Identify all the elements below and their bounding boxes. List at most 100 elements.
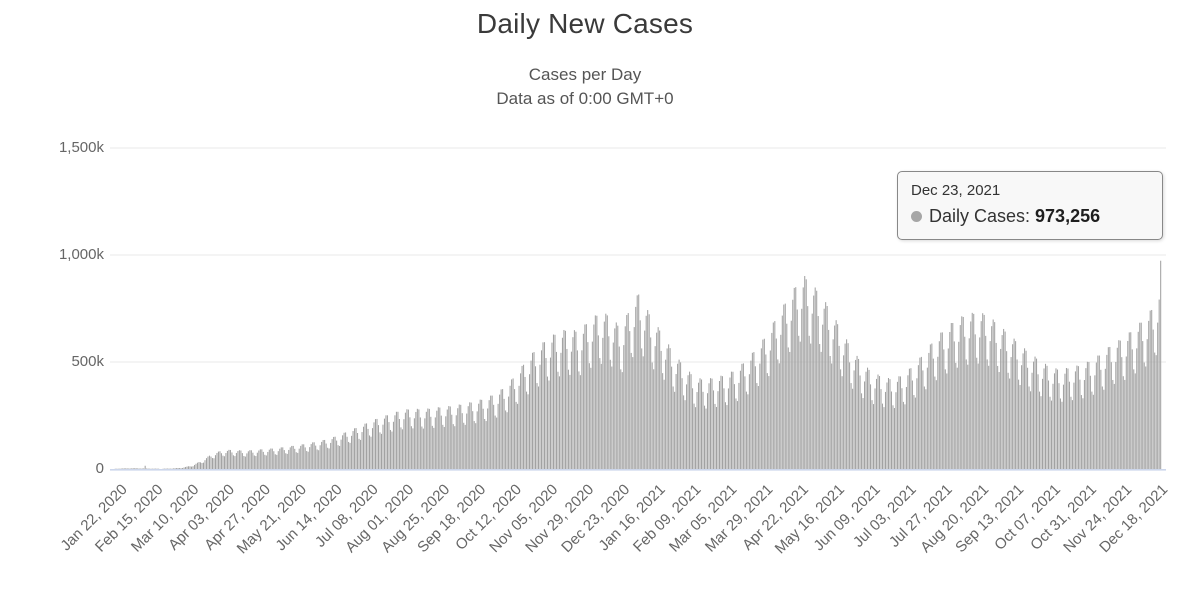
bar[interactable] [267, 451, 269, 469]
bar[interactable] [188, 466, 190, 469]
bar[interactable] [660, 350, 662, 469]
bar[interactable] [173, 468, 175, 469]
bar[interactable] [514, 389, 516, 469]
bar[interactable] [979, 337, 981, 469]
bar[interactable] [373, 422, 375, 469]
bar[interactable] [174, 468, 176, 469]
bar[interactable] [419, 417, 421, 469]
bar[interactable] [292, 445, 294, 469]
bar[interactable] [907, 375, 909, 469]
bar[interactable] [479, 399, 481, 469]
bar[interactable] [618, 346, 620, 469]
bar[interactable] [131, 468, 133, 469]
bar[interactable] [146, 468, 148, 469]
bar[interactable] [226, 450, 228, 469]
bar[interactable] [723, 388, 725, 469]
bar[interactable] [382, 424, 384, 469]
bar[interactable] [889, 379, 891, 469]
bar[interactable] [677, 363, 679, 469]
bar[interactable] [732, 371, 734, 469]
bar[interactable] [852, 388, 854, 469]
bar[interactable] [216, 452, 218, 469]
bar[interactable] [1074, 371, 1076, 469]
bar[interactable] [992, 319, 994, 469]
bar[interactable] [849, 362, 851, 469]
bar[interactable] [736, 401, 738, 469]
bar[interactable] [1143, 362, 1145, 469]
bar[interactable] [711, 378, 713, 469]
bar[interactable] [1127, 340, 1129, 469]
bar[interactable] [657, 327, 659, 469]
bar[interactable] [1019, 385, 1021, 469]
bar[interactable] [1027, 367, 1029, 469]
bar[interactable] [823, 308, 825, 469]
bar[interactable] [327, 447, 329, 469]
bar[interactable] [352, 431, 354, 469]
bar[interactable] [484, 419, 486, 469]
bar[interactable] [1103, 389, 1105, 469]
bar[interactable] [183, 467, 185, 469]
bar[interactable] [858, 358, 860, 469]
bar[interactable] [774, 321, 776, 469]
bar[interactable] [624, 326, 626, 469]
bar[interactable] [684, 400, 686, 469]
bar[interactable] [769, 350, 771, 469]
bar[interactable] [128, 468, 130, 469]
bar[interactable] [826, 306, 828, 469]
bar[interactable] [223, 456, 225, 469]
bar[interactable] [213, 458, 215, 469]
bar[interactable] [742, 363, 744, 469]
bar[interactable] [893, 408, 895, 469]
bar[interactable] [822, 324, 824, 469]
bar[interactable] [672, 386, 674, 469]
bar[interactable] [549, 357, 552, 469]
bar[interactable] [611, 366, 613, 469]
bar[interactable] [741, 363, 743, 469]
bar[interactable] [805, 279, 807, 469]
bar[interactable] [683, 395, 685, 469]
bar[interactable] [756, 383, 758, 469]
bar[interactable] [436, 410, 438, 469]
bar[interactable] [552, 334, 554, 469]
bar[interactable] [977, 363, 979, 469]
bar[interactable] [784, 303, 786, 469]
bar[interactable] [243, 455, 245, 469]
bar[interactable] [1028, 386, 1030, 469]
bar[interactable] [802, 287, 804, 469]
bar[interactable] [602, 337, 604, 469]
bar[interactable] [757, 386, 759, 469]
bar[interactable] [585, 324, 587, 469]
bar[interactable] [590, 367, 592, 469]
bar[interactable] [991, 326, 993, 469]
bar[interactable] [641, 348, 643, 469]
bar[interactable] [832, 339, 834, 469]
bar[interactable] [271, 448, 273, 469]
bar[interactable] [189, 466, 191, 469]
bar[interactable] [466, 413, 468, 469]
bar[interactable] [512, 378, 514, 469]
bar[interactable] [467, 406, 469, 469]
bar[interactable] [470, 402, 472, 469]
bar[interactable] [1037, 374, 1039, 469]
bar[interactable] [659, 330, 661, 469]
bar[interactable] [917, 365, 919, 469]
bar[interactable] [910, 368, 912, 469]
bar[interactable] [753, 352, 755, 469]
bar[interactable] [406, 409, 408, 469]
bar[interactable] [943, 349, 945, 469]
bar[interactable] [532, 352, 534, 469]
bar[interactable] [1091, 391, 1093, 469]
bar[interactable] [1050, 400, 1053, 469]
bar[interactable] [938, 341, 940, 469]
bar[interactable] [321, 441, 323, 469]
bar[interactable] [374, 419, 377, 469]
bar[interactable] [1118, 340, 1120, 469]
bar[interactable] [844, 343, 846, 469]
bar[interactable] [334, 436, 336, 469]
bar[interactable] [974, 334, 976, 469]
bar[interactable] [771, 332, 773, 469]
bar[interactable] [644, 330, 646, 469]
bar[interactable] [496, 417, 498, 469]
bar[interactable] [983, 314, 985, 469]
bar[interactable] [593, 324, 595, 469]
